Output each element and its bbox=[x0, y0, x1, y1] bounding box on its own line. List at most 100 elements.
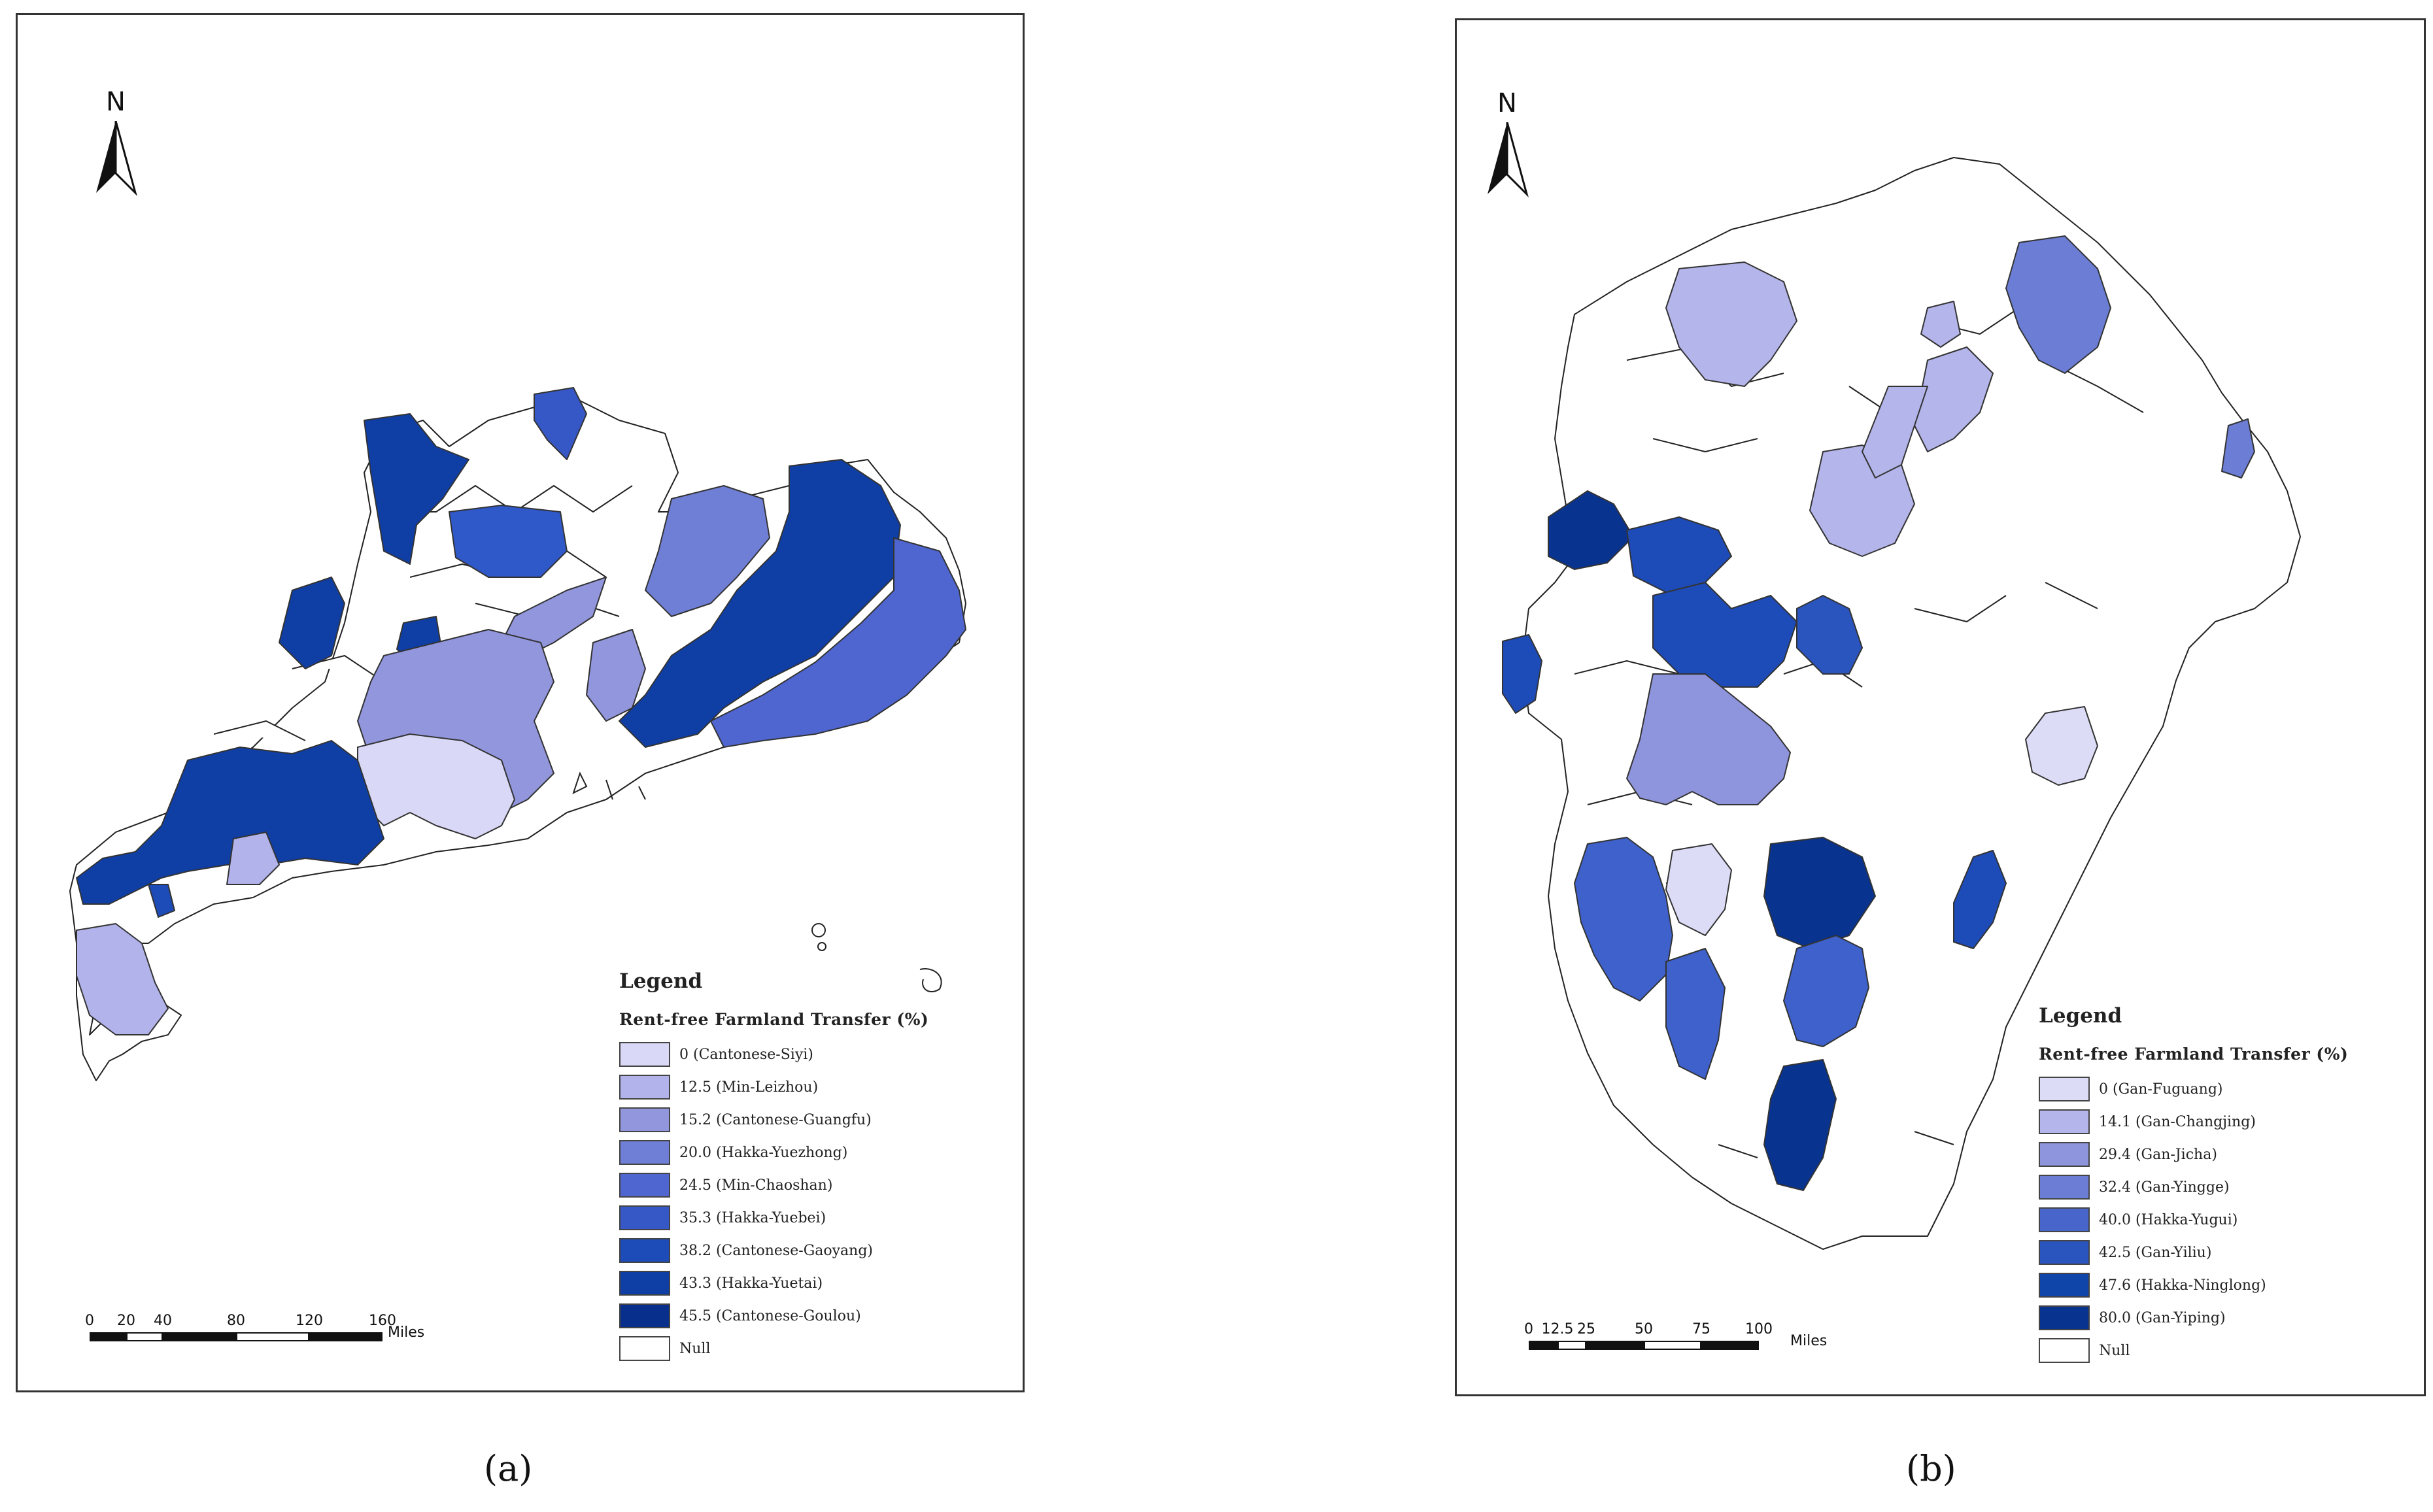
region-hakka-yugui-se bbox=[1783, 935, 1869, 1047]
legend-item: 20.0 (Hakka-Yuezhong) bbox=[619, 1136, 1012, 1169]
legend-label: 0 (Cantonese-Siyi) bbox=[679, 1046, 813, 1063]
scale-tick: 40 bbox=[154, 1313, 172, 1329]
scale-tick: 80 bbox=[227, 1313, 245, 1329]
caption-a: (a) bbox=[484, 1448, 533, 1489]
legend-item: 43.3 (Hakka-Yuetai) bbox=[619, 1267, 1012, 1300]
jiangxi-map bbox=[1502, 157, 2301, 1250]
legend-item: 0 (Gan-Fuguang) bbox=[2039, 1073, 2418, 1105]
scale-segment bbox=[126, 1332, 163, 1341]
scale-tick: 160 bbox=[369, 1313, 396, 1329]
legend-item: 24.5 (Min-Chaoshan) bbox=[619, 1169, 1012, 1201]
legend-label: 29.4 (Gan-Jicha) bbox=[2099, 1146, 2217, 1163]
scale-segment bbox=[309, 1332, 383, 1341]
scale-bar-segments bbox=[90, 1332, 456, 1341]
region-hakka-yuebei bbox=[449, 505, 568, 578]
island bbox=[572, 771, 646, 800]
region-hakka-yugui-s bbox=[1665, 948, 1726, 1080]
region-gan-yiliu-c bbox=[1796, 595, 1863, 675]
region-small-blue-2 bbox=[148, 884, 175, 918]
scale-tick: 0 bbox=[1524, 1321, 1533, 1337]
legend-label: 14.1 (Gan-Changjing) bbox=[2099, 1113, 2256, 1130]
region-gan-yiping-far-s bbox=[1763, 1059, 1837, 1191]
legend-swatch bbox=[2039, 1207, 2090, 1232]
region-min-chaoshan bbox=[645, 485, 770, 617]
region-gan-fuguang-east bbox=[2025, 706, 2098, 786]
region-min-leizhou-small bbox=[226, 832, 280, 885]
legend-label: 42.5 (Gan-Yiliu) bbox=[2099, 1244, 2212, 1261]
legend: Legend Rent-free Farmland Transfer (%) 0… bbox=[619, 969, 1012, 1365]
north-arrow-icon bbox=[96, 121, 137, 197]
scale-segment bbox=[1586, 1341, 1644, 1350]
north-label: N bbox=[1497, 88, 1517, 118]
island bbox=[817, 942, 826, 951]
scale-bar: 0 20 40 80 120 160 Miles bbox=[85, 1313, 456, 1341]
region-hakka-yuezhong bbox=[710, 537, 966, 748]
legend-swatch bbox=[2039, 1142, 2090, 1167]
region-gan-jicha bbox=[1626, 673, 1791, 805]
scale-tick: 120 bbox=[296, 1313, 323, 1329]
legend-item: 14.1 (Gan-Changjing) bbox=[2039, 1105, 2418, 1138]
legend-swatch bbox=[619, 1205, 670, 1230]
scale-segment bbox=[90, 1332, 126, 1341]
legend-label: 12.5 (Min-Leizhou) bbox=[679, 1079, 819, 1096]
legend-swatch bbox=[2039, 1338, 2090, 1363]
map-panel-a: N Legend Rent-free Farmland Transfer (%)… bbox=[16, 13, 1025, 1392]
legend-item: 29.4 (Gan-Jicha) bbox=[2039, 1138, 2418, 1171]
scale-ticks: 0 20 40 80 120 160 bbox=[85, 1313, 456, 1332]
scale-unit: Miles bbox=[1790, 1333, 1828, 1349]
legend-item: 47.6 (Hakka-Ninglong) bbox=[2039, 1269, 2418, 1302]
legend-swatch bbox=[619, 1336, 670, 1361]
scale-segment bbox=[1644, 1341, 1701, 1350]
north-arrow: N bbox=[1478, 88, 1537, 199]
guangdong-map bbox=[69, 387, 966, 1081]
region-gan-yiping-s bbox=[1763, 837, 1876, 949]
scale-tick: 100 bbox=[1745, 1321, 1773, 1337]
legend-label: 43.3 (Hakka-Yuetai) bbox=[679, 1275, 823, 1292]
island bbox=[919, 968, 942, 992]
legend-swatch bbox=[2039, 1273, 2090, 1298]
scale-segment bbox=[1557, 1341, 1586, 1350]
region-min-leizhou bbox=[76, 923, 169, 1035]
scale-bar-segments bbox=[1529, 1341, 1816, 1350]
legend-swatch bbox=[2039, 1175, 2090, 1200]
region-hakka-yuetai-west bbox=[279, 577, 345, 669]
legend-label: Null bbox=[679, 1340, 711, 1357]
legend-swatch bbox=[619, 1140, 670, 1165]
legend-swatch bbox=[2039, 1109, 2090, 1134]
legend-item: 45.5 (Cantonese-Goulou) bbox=[619, 1300, 1012, 1332]
region-hakka-yuezhong-north bbox=[534, 387, 587, 460]
scale-ticks: 0 12.5 25 50 75 100 bbox=[1524, 1321, 1816, 1341]
legend-swatch bbox=[619, 1303, 670, 1328]
north-arrow-icon bbox=[1488, 122, 1529, 198]
scale-tick: 12.5 bbox=[1541, 1321, 1574, 1337]
legend-label: 47.6 (Hakka-Ninglong) bbox=[2099, 1277, 2266, 1294]
legend-item: 80.0 (Gan-Yiping) bbox=[2039, 1302, 2418, 1334]
region-hakka-ninglong-se bbox=[1953, 850, 2007, 949]
scale-tick: 25 bbox=[1577, 1321, 1595, 1337]
legend-field: Rent-free Farmland Transfer (%) bbox=[619, 1010, 929, 1029]
legend-swatch bbox=[619, 1107, 670, 1132]
scale-unit: Miles bbox=[388, 1324, 425, 1341]
scale-tick: 50 bbox=[1635, 1321, 1653, 1337]
scale-segment bbox=[1529, 1341, 1557, 1350]
scale-segment bbox=[163, 1332, 236, 1341]
legend-title: Legend bbox=[2039, 1004, 2122, 1028]
region-gan-jicha-central bbox=[1914, 346, 1994, 452]
scale-bar: 0 12.5 25 50 75 100 Miles bbox=[1524, 1321, 1827, 1350]
region-hakka-yugui-center bbox=[1652, 582, 1797, 688]
region-gan-changjing-nw bbox=[1665, 261, 1797, 387]
legend-swatch bbox=[2039, 1305, 2090, 1330]
scale-tick: 75 bbox=[1692, 1321, 1710, 1337]
scale-segment bbox=[236, 1332, 309, 1341]
legend-item: 38.2 (Cantonese-Gaoyang) bbox=[619, 1234, 1012, 1267]
north-arrow: N bbox=[86, 87, 145, 198]
region-gan-yiliu-w bbox=[1626, 516, 1732, 596]
legend-item: 15.2 (Cantonese-Guangfu) bbox=[619, 1103, 1012, 1136]
region-gan-yingge-east bbox=[2221, 418, 2255, 479]
legend-label: 45.5 (Cantonese-Goulou) bbox=[679, 1307, 861, 1324]
legend-label: 80.0 (Gan-Yiping) bbox=[2099, 1309, 2226, 1326]
legend-label: 38.2 (Cantonese-Gaoyang) bbox=[679, 1242, 874, 1259]
region-gan-fuguang-s bbox=[1665, 843, 1732, 936]
island bbox=[811, 923, 826, 937]
legend-swatch bbox=[2039, 1240, 2090, 1265]
